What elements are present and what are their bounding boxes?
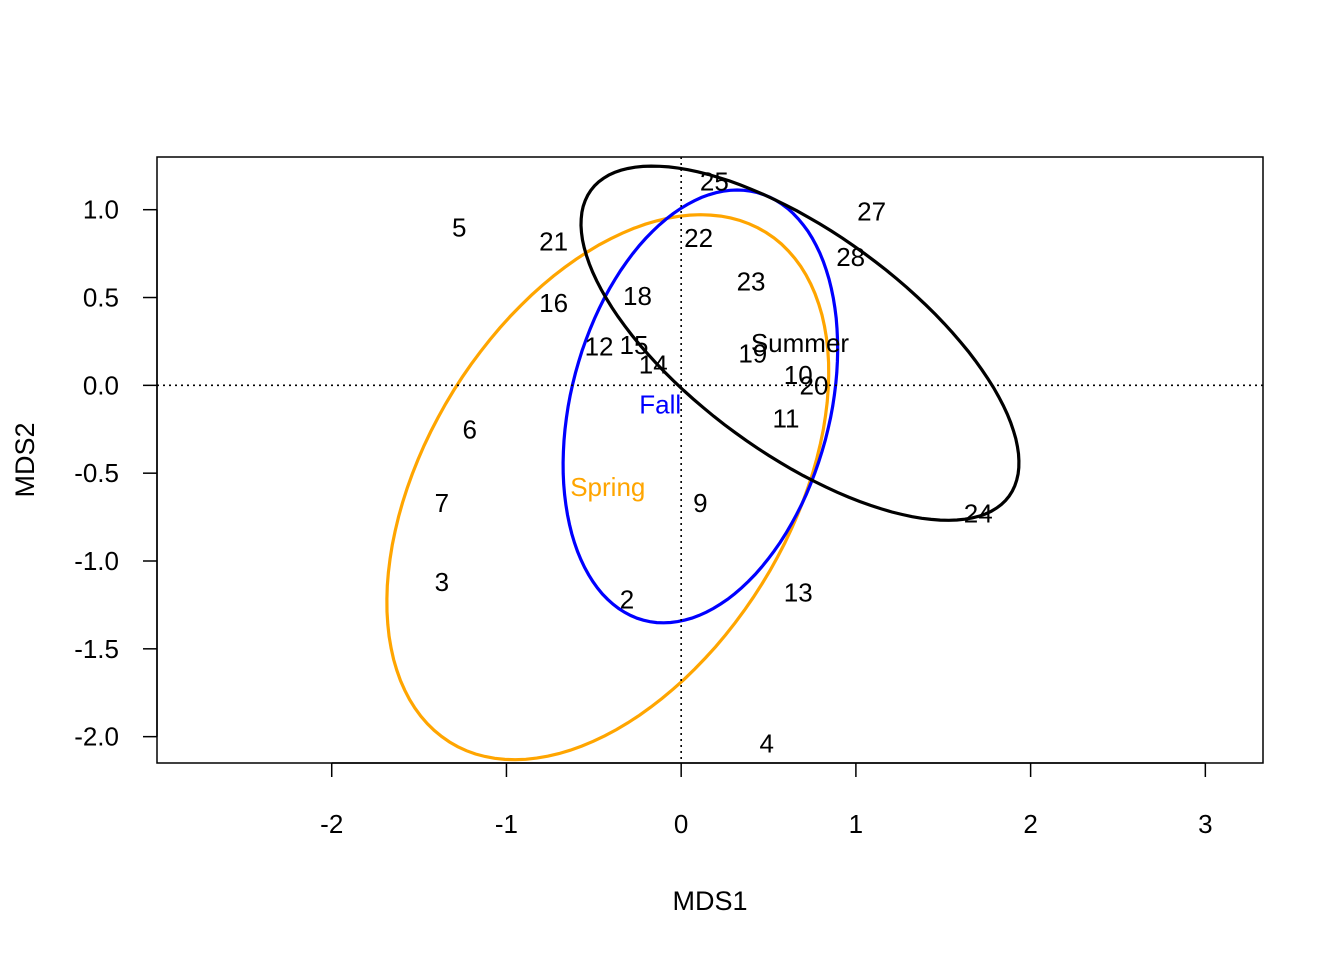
ellipse-fall	[561, 188, 840, 625]
point-5: 5	[452, 212, 466, 242]
y-axis: -2.0 -1.5 -1.0 -0.5 0.0 0.5 1.0	[74, 195, 158, 752]
group-label-summer: Summer	[751, 328, 850, 358]
y-tick-label: -0.5	[74, 458, 119, 488]
point-28: 28	[836, 242, 865, 272]
x-tick-label: -2	[320, 809, 343, 839]
point-22: 22	[684, 223, 713, 253]
y-tick-label: -1.0	[74, 546, 119, 576]
point-13: 13	[784, 578, 813, 608]
point-3: 3	[435, 567, 449, 597]
x-axis-title: MDS1	[672, 886, 747, 916]
point-2: 2	[620, 585, 634, 615]
point-18: 18	[623, 281, 652, 311]
ellipse-spring	[385, 213, 831, 762]
point-25: 25	[700, 167, 729, 197]
x-tick-label: -1	[495, 809, 518, 839]
point-23: 23	[737, 267, 766, 297]
y-tick-label: -2.0	[74, 722, 119, 752]
group-labels: Spring Fall Summer	[570, 328, 849, 502]
reference-lines	[157, 157, 1263, 763]
x-axis: -2 -1 0 1 2 3	[320, 762, 1213, 839]
point-15: 15	[620, 330, 649, 360]
point-9: 9	[693, 488, 707, 518]
point-27: 27	[857, 196, 886, 226]
point-20: 20	[799, 370, 828, 400]
point-10: 10	[784, 360, 813, 390]
point-12: 12	[585, 332, 614, 362]
point-19: 19	[738, 339, 767, 369]
group-label-spring: Spring	[570, 472, 645, 502]
x-tick-label: 1	[849, 809, 863, 839]
point-11: 11	[773, 404, 800, 434]
point-4: 4	[760, 729, 774, 759]
point-14: 14	[639, 349, 668, 379]
x-tick-label: 2	[1023, 809, 1037, 839]
x-tick-label: 0	[674, 809, 688, 839]
point-16: 16	[539, 288, 568, 318]
y-tick-label: 0.0	[83, 370, 119, 400]
ellipse-summer	[579, 164, 1021, 522]
y-axis-title: MDS2	[10, 422, 40, 497]
point-7: 7	[435, 488, 449, 518]
group-ellipses	[385, 164, 1021, 762]
y-tick-label: -1.5	[74, 634, 119, 664]
y-tick-label: 0.5	[83, 283, 119, 313]
group-label-fall: Fall	[639, 390, 681, 420]
x-tick-label: 3	[1198, 809, 1212, 839]
point-21: 21	[539, 226, 568, 256]
point-24: 24	[964, 499, 993, 529]
point-6: 6	[463, 414, 477, 444]
y-tick-label: 1.0	[83, 195, 119, 225]
